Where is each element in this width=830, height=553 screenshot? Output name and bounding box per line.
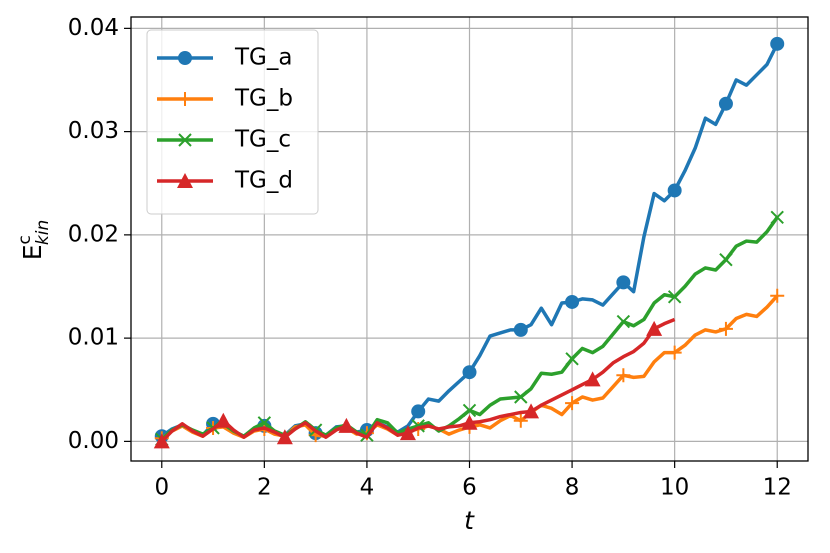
- marker: [523, 403, 540, 419]
- legend-label: TG_d: [234, 168, 293, 194]
- marker: [153, 433, 170, 449]
- y-label-sub: kin: [33, 220, 53, 245]
- marker: [565, 352, 579, 366]
- legend-label: TG_c: [234, 127, 291, 153]
- marker: [667, 290, 682, 304]
- x-tick-label: 4: [360, 475, 375, 501]
- marker: [770, 36, 785, 51]
- x-axis-label: t: [464, 506, 475, 535]
- marker: [584, 371, 601, 387]
- legend-marker: [178, 133, 192, 147]
- x-tick-label: 8: [565, 475, 580, 501]
- marker: [257, 416, 272, 430]
- y-label-base: E: [18, 244, 47, 260]
- marker: [513, 413, 528, 428]
- x-tick-label: 2: [257, 475, 272, 501]
- legend-marker: [177, 173, 193, 188]
- y-tick-label: 0.00: [68, 428, 119, 454]
- marker: [565, 396, 580, 411]
- y-tick-label: 0.01: [68, 325, 119, 351]
- y-axis-label: Eckin: [15, 220, 53, 261]
- legend-marker: [178, 92, 192, 106]
- marker: [616, 314, 631, 329]
- legend: TG_a TG_b TG_c TG_d: [146, 29, 319, 215]
- marker: [462, 365, 477, 380]
- marker: [514, 390, 528, 404]
- marker: [338, 417, 355, 433]
- marker: [667, 345, 682, 360]
- marker: [770, 288, 785, 303]
- marker: [513, 322, 528, 337]
- marker: [718, 96, 733, 111]
- x-tick-label: 6: [462, 475, 477, 501]
- x-tick-label: 10: [660, 475, 689, 501]
- y-label-sup: c: [15, 235, 35, 244]
- marker: [719, 252, 733, 267]
- marker: [770, 210, 784, 225]
- y-tick-label: 0.04: [68, 15, 119, 41]
- marker: [646, 320, 663, 336]
- axes-frame: [130, 16, 809, 462]
- marker: [276, 429, 293, 445]
- x-tick-label: 12: [763, 475, 792, 501]
- legend-box: [146, 29, 319, 215]
- marker: [411, 404, 426, 419]
- x-tick-label: 0: [154, 475, 169, 501]
- marker: [399, 425, 416, 441]
- marker: [462, 403, 477, 418]
- y-tick-label: 0.02: [68, 221, 119, 247]
- marker: [718, 321, 733, 336]
- marker: [667, 183, 682, 198]
- marker: [616, 275, 631, 290]
- legend-label: TG_b: [234, 86, 293, 112]
- legend-label: TG_a: [234, 45, 292, 71]
- marker: [461, 414, 478, 430]
- y-tick-label: 0.03: [68, 118, 119, 144]
- marker: [215, 412, 232, 428]
- marker: [616, 368, 631, 383]
- legend-marker: [178, 51, 192, 65]
- marker: [565, 294, 580, 309]
